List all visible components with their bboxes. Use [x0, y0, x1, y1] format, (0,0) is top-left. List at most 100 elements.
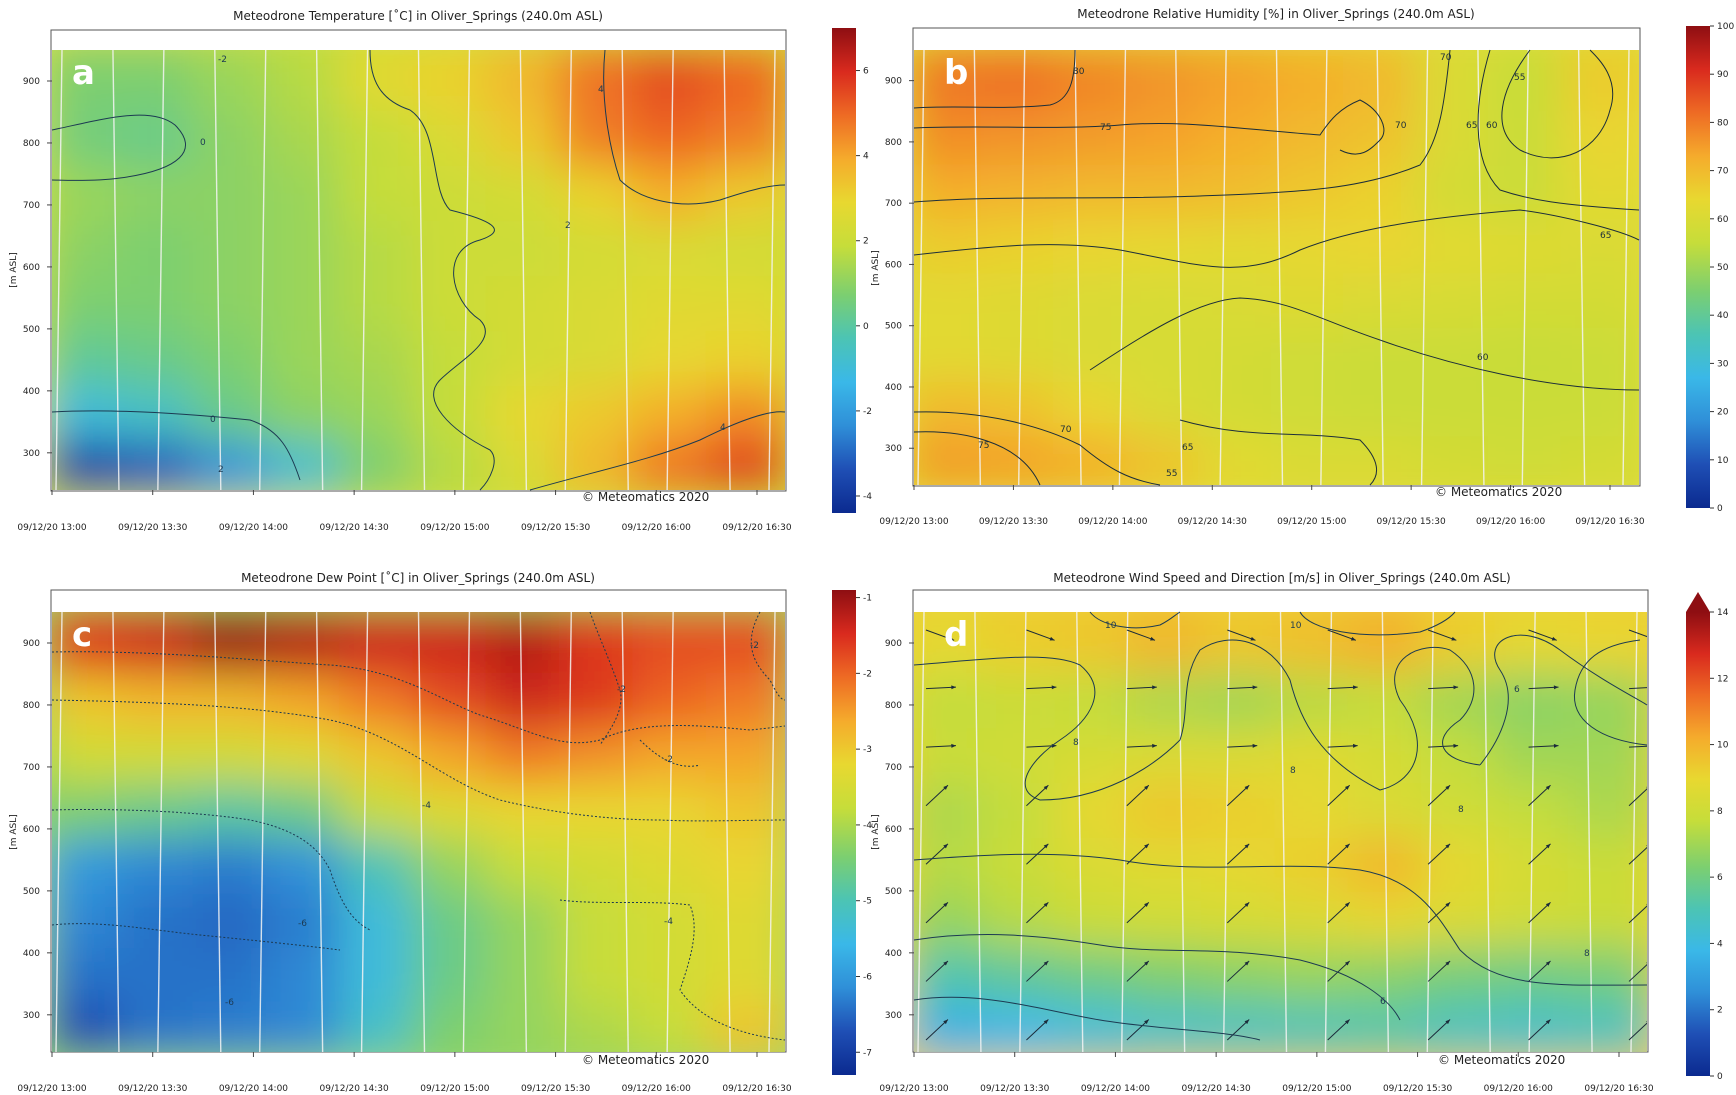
flight-track: [1018, 50, 1026, 485]
wind-arrow-head: [1051, 685, 1057, 690]
y-tick-label: 400: [885, 949, 902, 959]
x-tick-label: 09/12/20 16:30: [1584, 1084, 1653, 1094]
heatmap-cell: [265, 612, 352, 673]
colorbar-tick-label: 0: [863, 322, 869, 332]
x-tick-label: 09/12/20 13:30: [979, 517, 1048, 527]
wind-arrow-head: [1445, 1019, 1451, 1025]
flight-track: [1577, 50, 1586, 485]
wind-arrow-head: [1445, 785, 1451, 790]
wind-arrow: [925, 784, 949, 807]
colorbar-tick-label: 10: [1717, 456, 1729, 466]
flight-track: [621, 612, 629, 1052]
heatmap-cell: [412, 612, 498, 673]
wind-arrow-head: [1344, 1019, 1350, 1025]
flight-track: [1074, 50, 1082, 485]
heatmap-cell: [1201, 612, 1287, 673]
x-tick-label: 09/12/20 15:00: [420, 1084, 489, 1094]
wind-arrow-head: [1646, 962, 1647, 964]
contour-label: 55: [1514, 73, 1525, 83]
wind-arrow: [925, 629, 955, 641]
wind-arrow: [1528, 784, 1551, 807]
colorbar-tick-label: 2: [1717, 1006, 1723, 1016]
panel-b-letter: b: [944, 53, 968, 93]
contour-label: 4: [720, 423, 726, 433]
contour-label: 2: [218, 465, 224, 475]
heatmap-cell: [1270, 50, 1355, 111]
panel-d-colorbar-extend-arrow: [1686, 592, 1710, 612]
y-tick-label: 500: [885, 322, 902, 332]
panel-c: Meteodrone Dew Point [˚C] in Oliver_Spri…: [9, 570, 872, 1094]
y-tick-label: 900: [23, 77, 40, 87]
wind-arrow-head: [943, 785, 948, 790]
heatmap-cell: [119, 612, 205, 673]
panel-a-letter: a: [72, 53, 95, 93]
colorbar-tick-label: 50: [1717, 263, 1729, 273]
contour-label: -6: [298, 919, 307, 929]
flight-track: [973, 50, 982, 485]
x-tick-label: 09/12/20 14:30: [320, 1084, 389, 1094]
heatmap-cell: [1347, 612, 1434, 673]
wind-arrow-head: [1445, 960, 1451, 966]
wind-arrow-head: [1553, 743, 1559, 748]
y-tick-label: 300: [885, 1011, 902, 1021]
flight-track: [768, 612, 776, 1052]
y-tick-label: 700: [885, 199, 902, 209]
colorbar-tick-label: 40: [1717, 311, 1729, 321]
wind-arrow-head: [1545, 1019, 1551, 1025]
wind-arrow-head: [943, 960, 948, 966]
flight-track: [315, 50, 324, 490]
colorbar-tick-label: 100: [1717, 22, 1734, 32]
x-tick-label: 09/12/20 13:00: [879, 517, 948, 527]
flight-track: [1483, 612, 1491, 1052]
wind-arrow: [1327, 629, 1357, 641]
y-tick-label: 600: [23, 263, 40, 273]
flight-track: [917, 612, 925, 1052]
flight-track: [1376, 50, 1384, 485]
flight-track: [1019, 612, 1027, 1052]
flight-track: [417, 612, 426, 1052]
contour-label: 65: [1466, 121, 1477, 131]
flight-track: [55, 50, 63, 490]
wind-arrow-head: [1043, 1019, 1049, 1025]
wind-arrow-head: [1144, 960, 1149, 966]
flight-track: [666, 50, 674, 490]
wind-arrow: [1226, 960, 1250, 982]
wind-arrow-head: [1144, 785, 1149, 790]
panel-b-copyright: © Meteomatics 2020: [1435, 485, 1562, 499]
heatmap-cell: [632, 50, 718, 111]
heatmap-cell: [1560, 50, 1639, 111]
colorbar-tick-label: -4: [863, 821, 872, 831]
wind-arrow: [1427, 629, 1457, 641]
panel-d-contours: [913, 611, 1648, 1041]
flight-track: [723, 612, 731, 1052]
wind-arrow: [1427, 902, 1451, 924]
wind-arrow-head: [1646, 1020, 1647, 1023]
heatmap-cell: [119, 50, 205, 111]
colorbar-tick-label: -5: [863, 897, 872, 907]
panel-a-x-ticks: 09/12/20 13:00 09/12/20 13:30 09/12/20 14:…: [17, 490, 792, 533]
colorbar-tick-label: 30: [1717, 359, 1729, 369]
wind-arrow: [1327, 902, 1351, 924]
flight-track: [1528, 612, 1536, 1052]
flight-track: [564, 50, 572, 490]
wind-arrow-head: [1049, 636, 1055, 641]
flight-track: [519, 612, 528, 1052]
y-tick-label: 900: [885, 77, 902, 87]
wind-arrow-head: [1445, 902, 1451, 907]
wind-arrow: [1327, 1019, 1351, 1041]
heatmap-cell: [1488, 50, 1573, 111]
y-tick-label: 700: [23, 201, 40, 211]
heatmap-cell: [339, 50, 425, 111]
panel-c-y-ticks: 300 400 500 600 700 800 900: [23, 639, 52, 1021]
contour-label: 55: [1166, 469, 1177, 479]
flight-track: [157, 50, 165, 490]
x-tick-label: 09/12/20 16:00: [622, 1084, 691, 1094]
y-tick-label: 500: [23, 325, 40, 335]
x-tick-label: 09/12/20 15:30: [521, 523, 590, 533]
flight-track: [1320, 50, 1328, 485]
heatmap-cell: [705, 50, 785, 111]
x-tick-label: 09/12/20 14:00: [1078, 517, 1147, 527]
panel-b-ylabel: [m ASL]: [871, 250, 881, 286]
wind-arrow: [925, 960, 949, 982]
